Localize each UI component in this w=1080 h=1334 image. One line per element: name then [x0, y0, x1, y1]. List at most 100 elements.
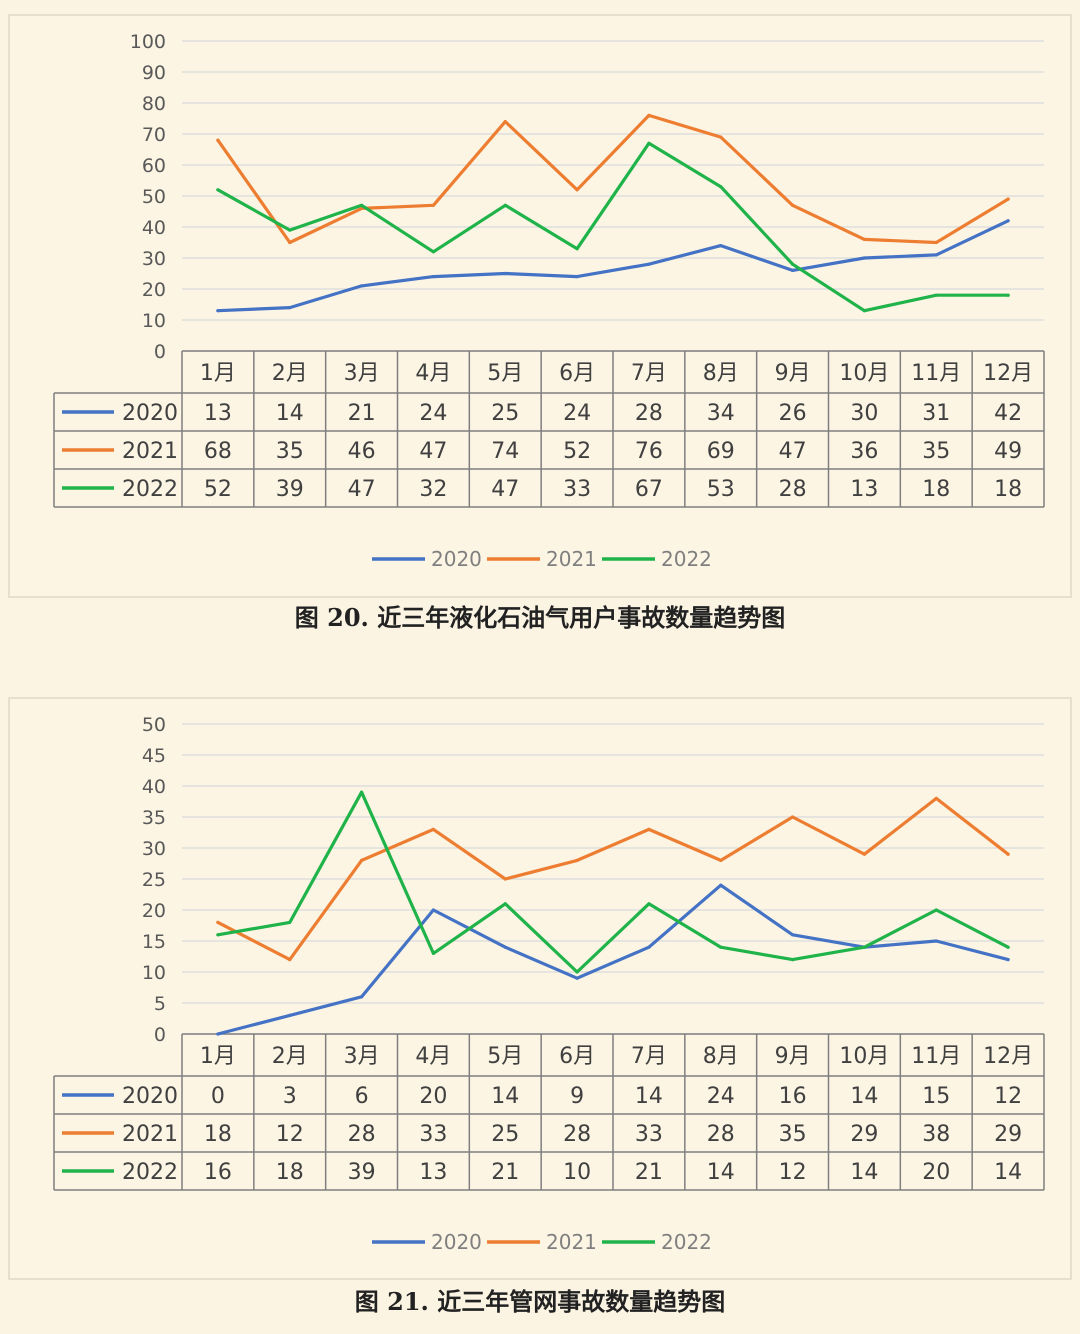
table-value-cell: 0 — [211, 1084, 225, 1109]
table-value-cell: 14 — [850, 1084, 878, 1109]
table-value-cell: 68 — [204, 439, 232, 464]
data-point — [216, 920, 220, 924]
y-tick-label: 60 — [142, 155, 166, 177]
data-point — [216, 188, 220, 192]
y-tick-label: 45 — [142, 745, 166, 767]
y-tick-label: 30 — [142, 248, 166, 270]
table-series-name: 2020 — [122, 401, 178, 426]
data-point — [216, 933, 220, 937]
data-point — [575, 188, 579, 192]
data-point — [862, 945, 867, 949]
data-point — [288, 306, 292, 310]
data-point — [359, 995, 364, 999]
data-point — [719, 858, 723, 862]
table-value-cell: 47 — [491, 477, 519, 502]
data-point — [790, 933, 795, 937]
data-point — [503, 271, 507, 276]
data-point — [719, 185, 723, 189]
data-point — [1006, 293, 1010, 297]
chart-caption-lpg: 图 20. 近三年液化石油气用户事故数量趋势图 — [294, 603, 786, 632]
table-value-cell: 46 — [348, 439, 376, 464]
table-value-cell: 21 — [491, 1160, 519, 1185]
x-category-label: 6月 — [559, 361, 595, 386]
data-point — [647, 113, 651, 117]
table-value-cell: 14 — [707, 1160, 735, 1185]
data-point — [1006, 852, 1010, 856]
x-category-label: 10月 — [839, 361, 889, 386]
table-value-cell: 20 — [419, 1084, 447, 1109]
data-point — [431, 827, 436, 831]
table-series-name: 2022 — [122, 1160, 178, 1185]
table-value-cell: 34 — [707, 401, 735, 426]
y-tick-label: 40 — [142, 217, 166, 239]
table-value-cell: 47 — [419, 439, 447, 464]
lpg-accident-chart: 0 10 20 30 40 50 60 70 80 90 100 1月 2月 3月 4月 5月 6月 7月 8月 9月… — [53, 31, 1045, 571]
table-value-cell: 28 — [635, 401, 663, 426]
table-value-cell: 67 — [635, 477, 663, 502]
x-category-label: 3月 — [344, 1044, 380, 1069]
table-value-cell: 30 — [850, 401, 878, 426]
table-value-cell: 47 — [348, 477, 376, 502]
table-value-cell: 32 — [419, 477, 447, 502]
data-point — [503, 945, 507, 949]
table-value-cell: 31 — [922, 401, 950, 426]
table-value-cell: 14 — [276, 401, 304, 426]
x-category-label: 4月 — [415, 361, 451, 386]
y-tick-label: 80 — [142, 93, 166, 115]
data-point — [1006, 945, 1010, 949]
table-value-cell: 49 — [994, 439, 1022, 464]
legend-label: 2020 — [431, 547, 482, 571]
x-category-label: 11月 — [911, 1044, 961, 1069]
table-value-cell: 14 — [635, 1084, 663, 1109]
table-value-cell: 12 — [276, 1122, 304, 1147]
data-point — [431, 951, 436, 955]
x-category-label: 3月 — [344, 361, 380, 386]
table-value-cell: 76 — [635, 439, 663, 464]
legend-label: 2022 — [661, 1230, 712, 1254]
data-point — [934, 293, 938, 297]
x-category-label: 9月 — [775, 1044, 811, 1069]
data-point — [288, 1013, 292, 1017]
data-point — [934, 240, 938, 245]
table-value-cell: 42 — [994, 401, 1022, 426]
data-point — [719, 135, 723, 139]
x-category-label: 7月 — [631, 361, 667, 386]
series-line-2022 — [216, 141, 1010, 313]
table-value-cell: 12 — [994, 1084, 1022, 1109]
legend-label: 2021 — [546, 1230, 597, 1254]
table-value-cell: 14 — [850, 1160, 878, 1185]
x-category-label: 2月 — [272, 361, 308, 386]
y-tick-label: 35 — [142, 807, 166, 829]
data-point — [862, 237, 867, 241]
data-point — [647, 945, 651, 949]
data-point — [719, 244, 723, 248]
series-line-2021 — [216, 796, 1010, 962]
table-value-cell: 14 — [994, 1160, 1022, 1185]
data-point — [790, 262, 795, 266]
y-tick-label: 5 — [154, 993, 166, 1015]
table-value-cell: 35 — [779, 1122, 807, 1147]
data-point — [1006, 958, 1010, 962]
table-value-cell: 13 — [204, 401, 232, 426]
data-point — [647, 902, 651, 906]
data-point — [719, 883, 723, 887]
table-value-cell: 16 — [779, 1084, 807, 1109]
table-value-cell: 10 — [563, 1160, 591, 1185]
chart-caption-pipeline: 图 21. 近三年管网事故数量趋势图 — [354, 1287, 726, 1316]
table-series-name: 2022 — [122, 477, 178, 502]
table-value-cell: 28 — [707, 1122, 735, 1147]
x-category-label: 6月 — [559, 1044, 595, 1069]
x-category-label: 5月 — [487, 361, 523, 386]
table-value-cell: 9 — [570, 1084, 584, 1109]
table-value-cell: 24 — [563, 401, 591, 426]
table-value-cell: 14 — [491, 1084, 519, 1109]
data-point — [503, 203, 507, 207]
table-value-cell: 18 — [204, 1122, 232, 1147]
data-point — [431, 908, 436, 912]
table-value-cell: 29 — [994, 1122, 1022, 1147]
data-point — [359, 858, 364, 862]
x-category-label: 1月 — [200, 361, 236, 386]
data-point — [790, 268, 795, 272]
table-value-cell: 26 — [779, 401, 807, 426]
chart-panel-lpg: 0 10 20 30 40 50 60 70 80 90 100 1月 2月 3月 4月 5月 6月 7月 8月 9月… — [8, 14, 1072, 598]
